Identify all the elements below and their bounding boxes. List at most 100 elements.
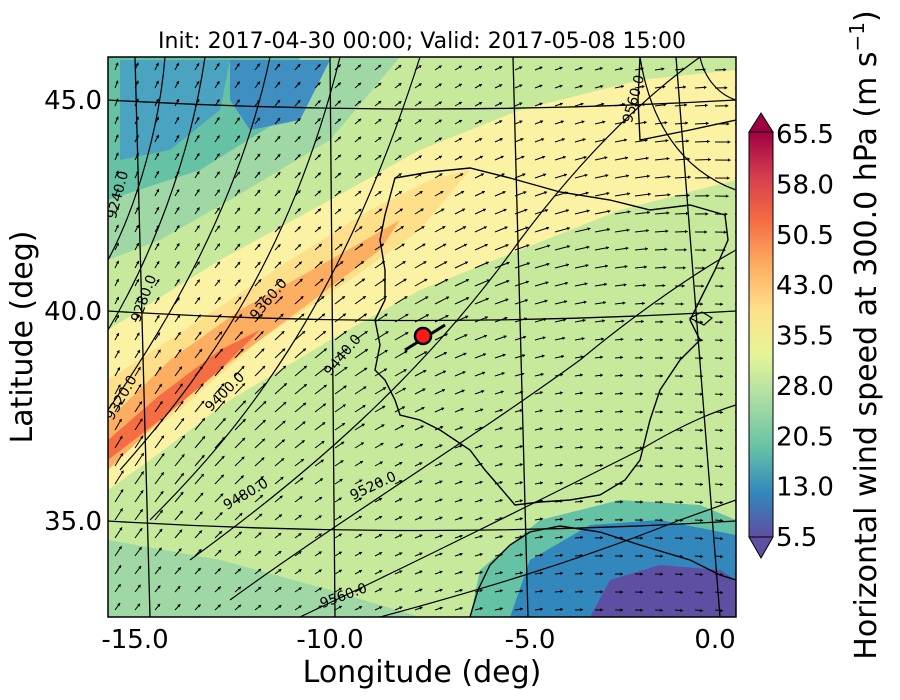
wind-arrow-head	[237, 586, 241, 590]
wind-arrow-head	[439, 173, 443, 177]
wind-arrow-head	[660, 320, 664, 324]
wind-arrow-head	[384, 313, 388, 317]
wind-arrow-head	[560, 517, 563, 521]
wind-arrow-head	[600, 463, 603, 468]
wind-arrow-head	[740, 501, 743, 505]
wind-arrow-head	[600, 590, 603, 594]
wind-arrow-head	[181, 454, 185, 458]
wind-arrow-head	[361, 278, 365, 282]
wind-arrow-head	[216, 135, 220, 139]
wind-arrow-head	[297, 190, 301, 194]
wind-arrow-head	[236, 171, 240, 175]
wind-arrow-head	[580, 481, 583, 486]
wind-arrow-head	[218, 531, 222, 535]
wind-arrow-head	[600, 608, 603, 612]
wind-arrow-head	[662, 85, 666, 89]
wind-arrow-head	[503, 335, 507, 339]
wind-arrow-head	[118, 565, 122, 569]
wind-arrow-head	[442, 226, 446, 230]
wind-arrow-head	[362, 405, 366, 409]
wind-arrow-head	[399, 208, 403, 212]
wind-arrow-head	[238, 296, 242, 300]
wind-arrow-head	[302, 421, 306, 425]
location-marker	[413, 326, 433, 346]
coastline-france	[637, 57, 736, 141]
wind-arrow-head	[740, 375, 743, 378]
colorbar-tick-label: 58.0	[776, 170, 834, 200]
wind-arrow-head	[647, 192, 651, 196]
wind-arrow-head	[340, 261, 344, 265]
wind-arrow-head	[645, 156, 649, 160]
wind-arrow-head	[160, 472, 164, 476]
wind-arrow-head	[297, 154, 301, 158]
wind-arrow-head	[135, 152, 139, 156]
wind-arrow-head	[479, 444, 483, 448]
wind-arrow-head	[401, 406, 405, 410]
wind-arrow-head	[358, 588, 363, 591]
wind-arrow-head	[379, 552, 383, 556]
wind-arrow-head	[640, 536, 643, 540]
wind-arrow-head	[466, 297, 470, 301]
wind-arrow-head	[216, 261, 220, 265]
wind-arrow-head	[256, 81, 260, 85]
wind-arrow-head	[542, 155, 546, 159]
wind-arrow-head	[439, 552, 443, 556]
wind-arrow-head	[519, 607, 523, 611]
wind-arrow-head	[502, 353, 506, 357]
wind-arrow-head	[338, 497, 342, 501]
wind-arrow-head	[440, 425, 444, 430]
wind-arrow-head	[680, 410, 683, 414]
wind-arrow-head	[399, 498, 403, 502]
wind-arrow-head	[702, 67, 706, 72]
wind-arrow-head	[464, 334, 468, 338]
wind-arrow-head	[155, 80, 159, 84]
wind-arrow-head	[137, 367, 141, 371]
wind-arrow-head	[358, 570, 362, 573]
wind-arrow-head	[680, 590, 683, 595]
wind-arrow-head	[620, 518, 623, 522]
wind-arrow-head	[700, 536, 703, 541]
wind-arrow-head	[439, 480, 443, 484]
wind-arrow-head	[587, 227, 591, 231]
wind-arrow-head	[297, 208, 301, 212]
wind-arrow-head	[445, 296, 450, 300]
wind-arrow-head	[479, 571, 483, 575]
wind-arrow-head	[619, 67, 623, 71]
wind-arrow-head	[419, 552, 423, 556]
wind-arrow-head	[201, 400, 205, 404]
wind-arrow-head	[139, 509, 143, 513]
wind-arrow-head	[176, 279, 180, 283]
wind-arrow-head	[135, 134, 139, 138]
wind-arrow-head	[216, 189, 220, 193]
wind-arrow-head	[379, 226, 383, 230]
wind-arrow-head	[383, 368, 387, 372]
wind-arrow-head	[482, 371, 486, 375]
wind-arrow-head	[499, 444, 503, 449]
wind-arrow-head	[519, 427, 523, 431]
wind-arrow-head	[136, 279, 140, 283]
wind-arrow-head	[116, 333, 119, 337]
wind-arrow-head	[379, 570, 383, 574]
wind-arrow-head	[726, 122, 730, 126]
wind-arrow-head	[322, 422, 326, 426]
wind-arrow-head	[242, 419, 246, 423]
wind-arrow-head	[680, 464, 683, 468]
wind-arrow-head	[640, 500, 643, 504]
wind-arrow-head	[419, 570, 423, 574]
wind-arrow-head	[540, 571, 543, 575]
wind-arrow-head	[740, 591, 743, 594]
wind-arrow-head	[721, 266, 725, 270]
wind-arrow-head	[277, 81, 281, 85]
wind-arrow-head	[301, 313, 305, 317]
wind-arrow-head	[620, 373, 623, 378]
wind-arrow-head	[181, 418, 184, 422]
wind-arrow-head	[640, 464, 643, 468]
wind-arrow-head	[405, 313, 409, 317]
wind-arrow-head	[439, 462, 443, 466]
wind-arrow-head	[581, 337, 585, 341]
wind-arrow-head	[438, 137, 442, 141]
wind-arrow-head	[115, 62, 119, 66]
wind-arrow-head	[580, 463, 583, 468]
wind-arrow-head	[196, 225, 200, 229]
wind-arrow-head	[358, 497, 362, 501]
